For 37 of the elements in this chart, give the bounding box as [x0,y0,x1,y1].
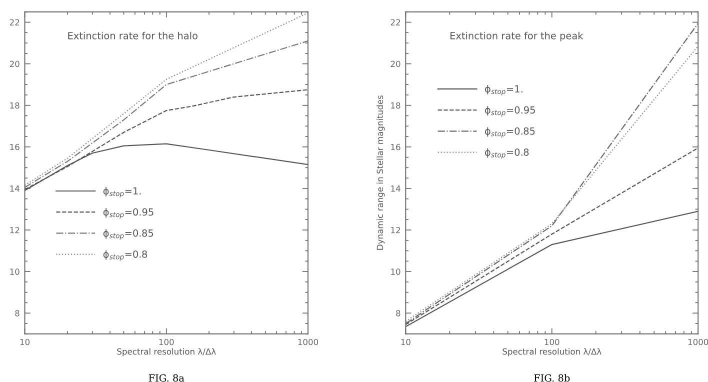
x-tick-label: 1000 [298,338,318,346]
annotation: Extinction rate for the halo [68,32,198,40]
y-tick-label: 10 [10,268,20,275]
y-tick-label: 12 [10,226,20,234]
x-axis-title: Spectral resolution λ/Δλ [502,348,602,356]
annotation: Extinction rate for the peak [450,32,584,42]
y-tick-label: 18 [10,102,20,109]
y-tick-label: 16 [391,144,400,150]
caption: FIG. 8a [148,374,184,382]
x-tick-label: 10 [401,338,410,346]
x-tick-label: 100 [159,338,174,346]
legend-label: ϕ$_{stop}$=1. [103,187,141,198]
y-axis-title: Dynamic range in Stellar magnitudes [376,96,385,250]
y-tick-label: 22 [10,19,20,26]
y-tick-label: 12 [391,226,400,234]
y-tick-label: 14 [391,186,400,192]
legend-label: ϕ$_{stop}$=0.95 [485,106,535,116]
y-tick-label: 10 [391,268,400,275]
legend-label: ϕ$_{stop}$=0.95 [103,208,154,219]
y-tick-label: 20 [10,60,20,68]
x-tick-label: 1000 [688,338,708,346]
y-tick-label: 22 [390,19,400,26]
x-axis-title: Spectral resolution λ/Δλ [117,348,216,356]
legend-label: ϕ$_{stop}$=0.85 [485,127,535,138]
legend-label: ϕ$_{stop}$=1. [485,84,522,96]
x-tick-label: 10 [20,338,30,346]
y-tick-label: 18 [391,102,400,109]
caption: FIG. 8b [534,374,570,382]
x-tick-label: 100 [544,338,560,346]
y-tick-label: 8 [396,310,400,316]
y-tick-label: 14 [10,186,20,192]
y-tick-label: 20 [390,60,400,68]
y-tick-label: 8 [15,310,20,316]
legend-label: ϕ$_{stop}$=0.8 [485,148,529,159]
legend-label: ϕ$_{stop}$=0.8 [103,250,148,261]
y-tick-label: 16 [10,144,20,150]
legend-label: ϕ$_{stop}$=0.85 [103,229,154,240]
